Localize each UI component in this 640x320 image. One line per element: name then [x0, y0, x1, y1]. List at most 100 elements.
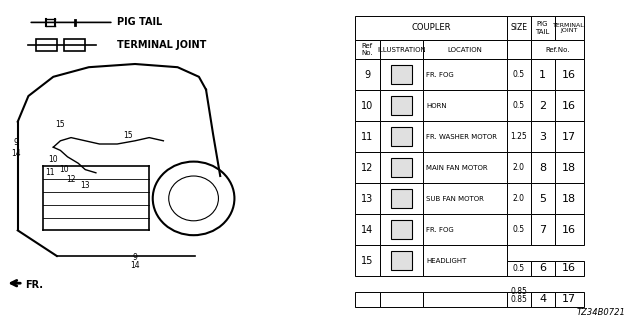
Text: 10: 10 [59, 165, 68, 174]
Bar [531, 183, 554, 214]
Text: LOCATION: LOCATION [447, 47, 483, 52]
Bar [507, 16, 531, 40]
Bar [355, 183, 380, 214]
Text: 1: 1 [539, 70, 546, 80]
Text: SUB FAN MOTOR: SUB FAN MOTOR [426, 196, 484, 202]
Bar [380, 90, 423, 121]
Text: TERMINAL JOINT: TERMINAL JOINT [117, 40, 207, 50]
Bar [380, 59, 423, 90]
Text: MAIN FAN MOTOR: MAIN FAN MOTOR [426, 165, 488, 171]
Text: 12: 12 [67, 175, 76, 184]
Text: 11: 11 [45, 168, 54, 177]
Text: 15: 15 [123, 132, 132, 140]
Bar [390, 252, 412, 270]
Text: 18: 18 [562, 194, 576, 204]
Bar [355, 152, 380, 183]
Text: 17: 17 [562, 294, 576, 304]
Bar [554, 121, 584, 152]
Bar [390, 189, 412, 208]
Text: 16: 16 [562, 101, 576, 111]
Text: 5: 5 [539, 194, 546, 204]
Bar [507, 40, 531, 59]
Bar [380, 121, 423, 152]
Bar [355, 59, 380, 90]
Bar [355, 121, 380, 152]
Text: 14: 14 [361, 225, 373, 235]
Text: 14: 14 [130, 261, 140, 270]
Bar [531, 261, 554, 276]
Text: 9: 9 [364, 70, 371, 80]
Text: 13: 13 [81, 181, 90, 190]
Bar [507, 214, 531, 245]
Text: 18: 18 [562, 163, 576, 173]
Bar [554, 214, 584, 245]
Text: 0.5: 0.5 [513, 101, 525, 110]
Bar [531, 40, 584, 59]
Bar [355, 40, 380, 59]
Bar [507, 183, 531, 214]
Bar [380, 292, 423, 307]
Text: FR. FOG: FR. FOG [426, 227, 454, 233]
Bar [531, 292, 554, 307]
Bar [554, 183, 584, 214]
Bar [36, 39, 57, 51]
Bar [355, 245, 380, 276]
Bar [507, 152, 531, 183]
Text: TERMINAL
JOINT: TERMINAL JOINT [554, 23, 585, 33]
Bar [380, 183, 423, 214]
Bar [531, 121, 554, 152]
Text: 11: 11 [361, 132, 373, 142]
Bar [531, 152, 554, 183]
Bar [507, 121, 531, 152]
Bar [64, 39, 85, 51]
Text: COUPLER: COUPLER [411, 23, 451, 33]
Bar [531, 214, 554, 245]
Text: 17: 17 [562, 132, 576, 142]
Text: PIG TAIL: PIG TAIL [117, 17, 163, 28]
Text: 9: 9 [132, 253, 138, 262]
Bar [423, 292, 507, 307]
Text: 8: 8 [539, 163, 546, 173]
Bar [355, 292, 380, 307]
Text: 7: 7 [539, 225, 546, 235]
Text: HEADLIGHT: HEADLIGHT [426, 258, 467, 264]
Bar [355, 214, 380, 245]
Text: 16: 16 [562, 225, 576, 235]
Bar [380, 40, 423, 59]
Bar [423, 183, 507, 214]
Text: 2.0: 2.0 [513, 163, 525, 172]
Bar [554, 59, 584, 90]
Bar [554, 16, 584, 40]
Bar [423, 245, 507, 276]
Bar [554, 292, 584, 307]
Text: 14: 14 [11, 149, 20, 158]
Bar [355, 90, 380, 121]
Bar [390, 96, 412, 115]
Bar [390, 220, 412, 239]
Text: 15: 15 [56, 120, 65, 129]
Bar [380, 214, 423, 245]
Bar [390, 65, 412, 84]
Text: 2.0: 2.0 [513, 194, 525, 203]
Text: 16: 16 [562, 263, 576, 274]
Bar [380, 245, 423, 276]
Text: 6: 6 [539, 263, 546, 274]
Text: 9: 9 [13, 138, 19, 147]
Text: 0.85: 0.85 [511, 295, 527, 304]
Bar [423, 40, 507, 59]
Text: 0.5: 0.5 [513, 225, 525, 234]
Bar [507, 59, 531, 90]
Text: HORN: HORN [426, 103, 447, 109]
Text: 0.85: 0.85 [511, 287, 527, 296]
Bar [531, 59, 554, 90]
Text: FR.: FR. [25, 280, 43, 290]
Text: FR. FOG: FR. FOG [426, 72, 454, 78]
Text: 0.5: 0.5 [513, 70, 525, 79]
Text: Ref
No.: Ref No. [362, 43, 373, 56]
Text: FR. WASHER MOTOR: FR. WASHER MOTOR [426, 134, 497, 140]
Bar [390, 127, 412, 146]
Bar [423, 214, 507, 245]
Bar [355, 16, 507, 40]
Text: PIG
TAIL: PIG TAIL [536, 21, 550, 35]
Bar [507, 90, 531, 121]
